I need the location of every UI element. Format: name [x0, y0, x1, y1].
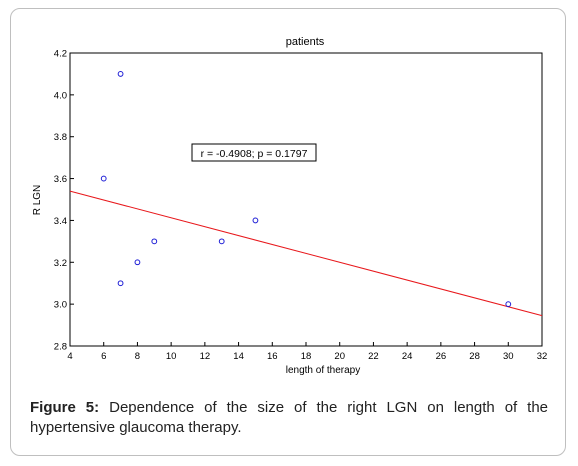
- y-tick-label: 2.8: [54, 342, 67, 353]
- data-point: [151, 238, 158, 245]
- y-tick-label: 3.8: [54, 132, 67, 143]
- data-point: [100, 175, 107, 182]
- data-point: [505, 301, 512, 308]
- data-point: [218, 238, 225, 245]
- x-tick-label: 32: [537, 351, 548, 362]
- data-point: [117, 280, 124, 287]
- y-tick-label: 3.6: [54, 174, 67, 185]
- y-tick-label: 3.2: [54, 258, 67, 269]
- figure-label: Figure 5:: [30, 399, 100, 416]
- regression-line: [69, 190, 543, 317]
- data-point: [117, 71, 124, 77]
- data-points: [100, 71, 512, 308]
- x-tick-label: 20: [334, 351, 345, 362]
- x-tick-label: 8: [135, 351, 140, 362]
- figure-frame: [10, 8, 566, 456]
- x-tick-label: 4: [67, 351, 72, 362]
- annotation-box: r = -0.4908; p = 0.1797: [191, 143, 317, 162]
- x-tick-label: 12: [200, 351, 211, 362]
- x-axis-label: length of therapy: [286, 365, 361, 376]
- x-tick-label: 30: [503, 351, 514, 362]
- x-tick-label: 6: [101, 351, 106, 362]
- figure-caption: Figure 5: Dependence of the size of the …: [30, 398, 548, 438]
- correlation-annotation: r = -0.4908; p = 0.1797: [201, 148, 308, 160]
- y-tick-label: 3.0: [54, 300, 67, 311]
- data-point: [134, 259, 141, 266]
- x-tick-label: 22: [368, 351, 379, 362]
- y-axis-label: R LGN: [32, 185, 43, 216]
- y-tick-label: 4.0: [54, 90, 67, 101]
- x-axis: 4 6 8 10 12 14 16 18 20 22 24 26 28 30 32: [67, 342, 547, 362]
- x-tick-label: 16: [267, 351, 278, 362]
- x-tick-label: 14: [233, 351, 244, 362]
- x-tick-label: 24: [402, 351, 413, 362]
- y-axis: 2.8 3.0 3.2 3.4 3.6 3.8 4.0 4.2: [54, 49, 74, 353]
- x-tick-label: 18: [301, 351, 312, 362]
- scatter-chart: patients 4 6 8 10 12 14 16 18 20 22 24 26 28 30 32 2.8…: [32, 36, 547, 376]
- y-tick-label: 3.4: [54, 216, 67, 227]
- x-tick-label: 10: [166, 351, 177, 362]
- chart-title: patients: [286, 36, 325, 48]
- y-tick-label: 4.2: [54, 49, 67, 60]
- plot-area: [69, 52, 543, 347]
- caption-text: Dependence of the size of the right LGN …: [30, 399, 549, 436]
- x-tick-label: 28: [469, 351, 480, 362]
- x-tick-label: 26: [436, 351, 447, 362]
- data-point: [252, 217, 259, 224]
